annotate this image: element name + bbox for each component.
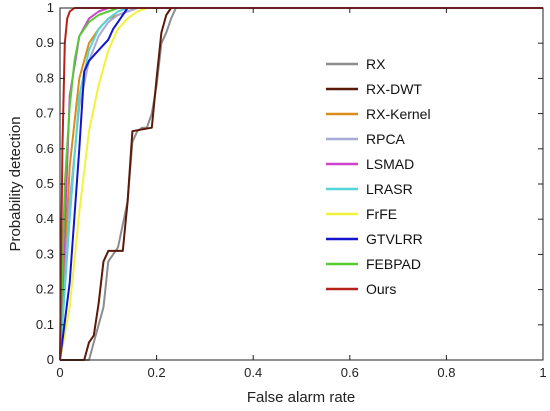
legend-label: Ours bbox=[366, 281, 396, 297]
x-axis-ticks: 0 0.2 0.4 0.6 0.8 1 bbox=[56, 8, 547, 380]
series-line-rx-dwt bbox=[60, 7, 543, 361]
legend-label: LSMAD bbox=[366, 156, 414, 172]
x-tick-label: 0 bbox=[56, 365, 63, 380]
y-tick-label: 0.1 bbox=[36, 317, 54, 332]
legend: RX RX-DWT RX-Kernel RPCA LSMAD LRASR FrFE GTVLR… bbox=[318, 47, 468, 301]
y-tick-label: 0.2 bbox=[36, 282, 54, 297]
legend-label: RPCA bbox=[366, 131, 406, 147]
y-tick-label: 0.4 bbox=[36, 211, 54, 226]
y-axis-ticks: 0 0.1 0.2 0.3 0.4 0.5 0.6 0.7 0.8 0.9 1 bbox=[36, 0, 543, 367]
series-line-frfe bbox=[59, 7, 543, 361]
legend-label: FrFE bbox=[366, 206, 397, 222]
y-tick-label: 0.9 bbox=[36, 35, 54, 50]
x-axis-label: False alarm rate bbox=[247, 389, 355, 406]
y-tick-label: 0.3 bbox=[36, 246, 54, 261]
y-tick-label: 0.6 bbox=[36, 141, 54, 156]
y-tick-label: 0.8 bbox=[36, 70, 54, 85]
x-tick-label: 0.8 bbox=[437, 365, 455, 380]
y-tick-label: 0 bbox=[47, 352, 54, 367]
x-tick-label: 0.4 bbox=[244, 365, 262, 380]
series-line-gtvlrr bbox=[59, 7, 543, 361]
legend-label: LRASR bbox=[366, 181, 413, 197]
plot-area bbox=[60, 8, 543, 360]
legend-label: RX-DWT bbox=[366, 81, 422, 97]
legend-label: RX bbox=[366, 56, 386, 72]
y-axis-label: Probability detection bbox=[7, 116, 24, 251]
y-tick-label: 0.5 bbox=[36, 176, 54, 191]
x-tick-label: 0.2 bbox=[148, 365, 166, 380]
legend-label: RX-Kernel bbox=[366, 106, 431, 122]
series-line-febpad bbox=[59, 7, 543, 361]
legend-label: GTVLRR bbox=[366, 231, 423, 247]
y-tick-label: 1 bbox=[47, 0, 54, 15]
x-tick-label: 1 bbox=[539, 365, 546, 380]
x-tick-label: 0.6 bbox=[341, 365, 359, 380]
legend-label: FEBPAD bbox=[366, 256, 421, 272]
series-line-lrasr bbox=[59, 7, 543, 361]
y-tick-label: 0.7 bbox=[36, 106, 54, 121]
